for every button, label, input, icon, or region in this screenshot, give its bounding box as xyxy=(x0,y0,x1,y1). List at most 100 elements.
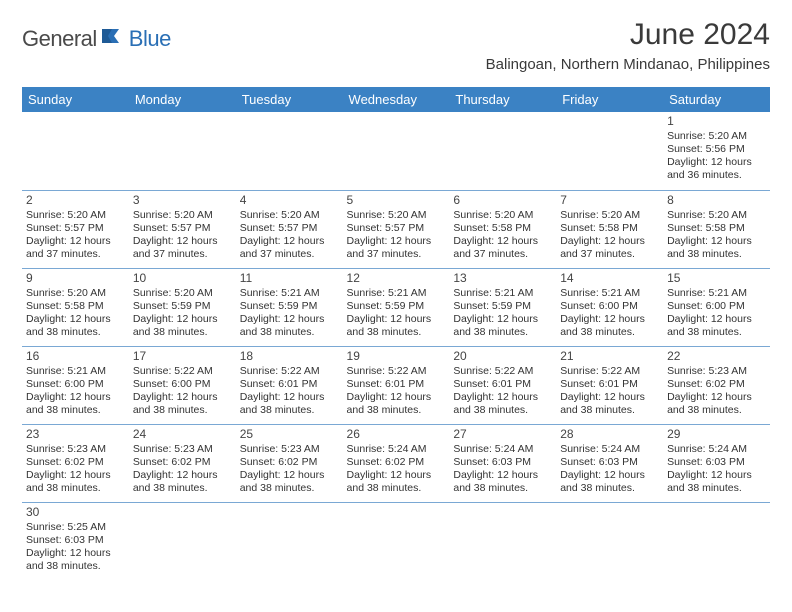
day-number: 3 xyxy=(133,193,232,208)
daylight-line: Daylight: 12 hours and 37 minutes. xyxy=(133,235,232,261)
sunrise-line: Sunrise: 5:20 AM xyxy=(240,209,339,222)
sunset-line: Sunset: 5:56 PM xyxy=(667,143,766,156)
sunset-line: Sunset: 6:03 PM xyxy=(560,456,659,469)
sunrise-line: Sunrise: 5:21 AM xyxy=(560,287,659,300)
calendar-cell: 6Sunrise: 5:20 AMSunset: 5:58 PMDaylight… xyxy=(449,190,556,268)
sunset-line: Sunset: 5:58 PM xyxy=(667,222,766,235)
calendar-cell: 21Sunrise: 5:22 AMSunset: 6:01 PMDayligh… xyxy=(556,346,663,424)
sunset-line: Sunset: 5:57 PM xyxy=(347,222,446,235)
sunrise-line: Sunrise: 5:20 AM xyxy=(133,209,232,222)
daylight-line: Daylight: 12 hours and 38 minutes. xyxy=(240,391,339,417)
calendar-cell: 4Sunrise: 5:20 AMSunset: 5:57 PMDaylight… xyxy=(236,190,343,268)
calendar-cell xyxy=(129,502,236,580)
day-number: 25 xyxy=(240,427,339,442)
calendar-cell: 23Sunrise: 5:23 AMSunset: 6:02 PMDayligh… xyxy=(22,424,129,502)
daylight-line: Daylight: 12 hours and 38 minutes. xyxy=(560,313,659,339)
sunset-line: Sunset: 5:59 PM xyxy=(453,300,552,313)
calendar-cell: 9Sunrise: 5:20 AMSunset: 5:58 PMDaylight… xyxy=(22,268,129,346)
day-number: 9 xyxy=(26,271,125,286)
day-number: 28 xyxy=(560,427,659,442)
daylight-line: Daylight: 12 hours and 38 minutes. xyxy=(667,313,766,339)
daylight-line: Daylight: 12 hours and 38 minutes. xyxy=(133,313,232,339)
sunset-line: Sunset: 5:57 PM xyxy=(133,222,232,235)
daylight-line: Daylight: 12 hours and 38 minutes. xyxy=(453,391,552,417)
sunset-line: Sunset: 5:59 PM xyxy=(347,300,446,313)
calendar-cell: 29Sunrise: 5:24 AMSunset: 6:03 PMDayligh… xyxy=(663,424,770,502)
daylight-line: Daylight: 12 hours and 38 minutes. xyxy=(347,391,446,417)
day-number: 22 xyxy=(667,349,766,364)
sunset-line: Sunset: 5:59 PM xyxy=(240,300,339,313)
calendar-cell xyxy=(556,502,663,580)
daylight-line: Daylight: 12 hours and 37 minutes. xyxy=(560,235,659,261)
weekday-header: Thursday xyxy=(449,87,556,112)
calendar-cell xyxy=(449,112,556,190)
sunset-line: Sunset: 6:00 PM xyxy=(560,300,659,313)
day-number: 18 xyxy=(240,349,339,364)
day-number: 17 xyxy=(133,349,232,364)
sunrise-line: Sunrise: 5:20 AM xyxy=(26,209,125,222)
daylight-line: Daylight: 12 hours and 38 minutes. xyxy=(560,469,659,495)
calendar-cell: 19Sunrise: 5:22 AMSunset: 6:01 PMDayligh… xyxy=(343,346,450,424)
calendar-cell: 8Sunrise: 5:20 AMSunset: 5:58 PMDaylight… xyxy=(663,190,770,268)
sunset-line: Sunset: 6:01 PM xyxy=(347,378,446,391)
weekday-header: Wednesday xyxy=(343,87,450,112)
weekday-header: Friday xyxy=(556,87,663,112)
sunset-line: Sunset: 5:57 PM xyxy=(26,222,125,235)
day-number: 20 xyxy=(453,349,552,364)
sunrise-line: Sunrise: 5:23 AM xyxy=(133,443,232,456)
calendar-cell: 17Sunrise: 5:22 AMSunset: 6:00 PMDayligh… xyxy=(129,346,236,424)
sunset-line: Sunset: 5:58 PM xyxy=(560,222,659,235)
sunset-line: Sunset: 5:59 PM xyxy=(133,300,232,313)
day-number: 30 xyxy=(26,505,125,520)
calendar-cell: 18Sunrise: 5:22 AMSunset: 6:01 PMDayligh… xyxy=(236,346,343,424)
calendar-cell: 5Sunrise: 5:20 AMSunset: 5:57 PMDaylight… xyxy=(343,190,450,268)
logo-word2: Blue xyxy=(129,26,171,52)
sunrise-line: Sunrise: 5:20 AM xyxy=(453,209,552,222)
day-number: 24 xyxy=(133,427,232,442)
daylight-line: Daylight: 12 hours and 38 minutes. xyxy=(347,313,446,339)
day-number: 14 xyxy=(560,271,659,286)
daylight-line: Daylight: 12 hours and 38 minutes. xyxy=(667,235,766,261)
calendar-cell: 2Sunrise: 5:20 AMSunset: 5:57 PMDaylight… xyxy=(22,190,129,268)
day-number: 11 xyxy=(240,271,339,286)
day-number: 19 xyxy=(347,349,446,364)
day-number: 15 xyxy=(667,271,766,286)
sunset-line: Sunset: 6:02 PM xyxy=(347,456,446,469)
day-number: 26 xyxy=(347,427,446,442)
sunset-line: Sunset: 6:02 PM xyxy=(240,456,339,469)
sunrise-line: Sunrise: 5:20 AM xyxy=(133,287,232,300)
calendar-cell: 14Sunrise: 5:21 AMSunset: 6:00 PMDayligh… xyxy=(556,268,663,346)
weekday-header: Saturday xyxy=(663,87,770,112)
calendar-cell: 15Sunrise: 5:21 AMSunset: 6:00 PMDayligh… xyxy=(663,268,770,346)
daylight-line: Daylight: 12 hours and 38 minutes. xyxy=(667,469,766,495)
sunrise-line: Sunrise: 5:21 AM xyxy=(453,287,552,300)
day-number: 29 xyxy=(667,427,766,442)
daylight-line: Daylight: 12 hours and 38 minutes. xyxy=(453,469,552,495)
sunrise-line: Sunrise: 5:24 AM xyxy=(347,443,446,456)
calendar-cell xyxy=(343,502,450,580)
calendar-cell xyxy=(129,112,236,190)
day-number: 6 xyxy=(453,193,552,208)
logo: General Blue xyxy=(22,26,171,52)
daylight-line: Daylight: 12 hours and 38 minutes. xyxy=(26,313,125,339)
calendar-cell xyxy=(663,502,770,580)
sunset-line: Sunset: 5:58 PM xyxy=(453,222,552,235)
sunset-line: Sunset: 6:03 PM xyxy=(26,534,125,547)
sunset-line: Sunset: 6:00 PM xyxy=(26,378,125,391)
calendar-cell: 10Sunrise: 5:20 AMSunset: 5:59 PMDayligh… xyxy=(129,268,236,346)
calendar-cell: 22Sunrise: 5:23 AMSunset: 6:02 PMDayligh… xyxy=(663,346,770,424)
day-number: 10 xyxy=(133,271,232,286)
sunset-line: Sunset: 5:58 PM xyxy=(26,300,125,313)
sunset-line: Sunset: 6:02 PM xyxy=(667,378,766,391)
calendar-cell xyxy=(449,502,556,580)
calendar-cell: 7Sunrise: 5:20 AMSunset: 5:58 PMDaylight… xyxy=(556,190,663,268)
page-title: June 2024 xyxy=(486,18,770,52)
daylight-line: Daylight: 12 hours and 38 minutes. xyxy=(667,391,766,417)
sunrise-line: Sunrise: 5:21 AM xyxy=(26,365,125,378)
location-subtitle: Balingoan, Northern Mindanao, Philippine… xyxy=(486,56,770,73)
daylight-line: Daylight: 12 hours and 37 minutes. xyxy=(453,235,552,261)
sunrise-line: Sunrise: 5:21 AM xyxy=(667,287,766,300)
day-number: 4 xyxy=(240,193,339,208)
sunrise-line: Sunrise: 5:24 AM xyxy=(560,443,659,456)
sunrise-line: Sunrise: 5:22 AM xyxy=(133,365,232,378)
